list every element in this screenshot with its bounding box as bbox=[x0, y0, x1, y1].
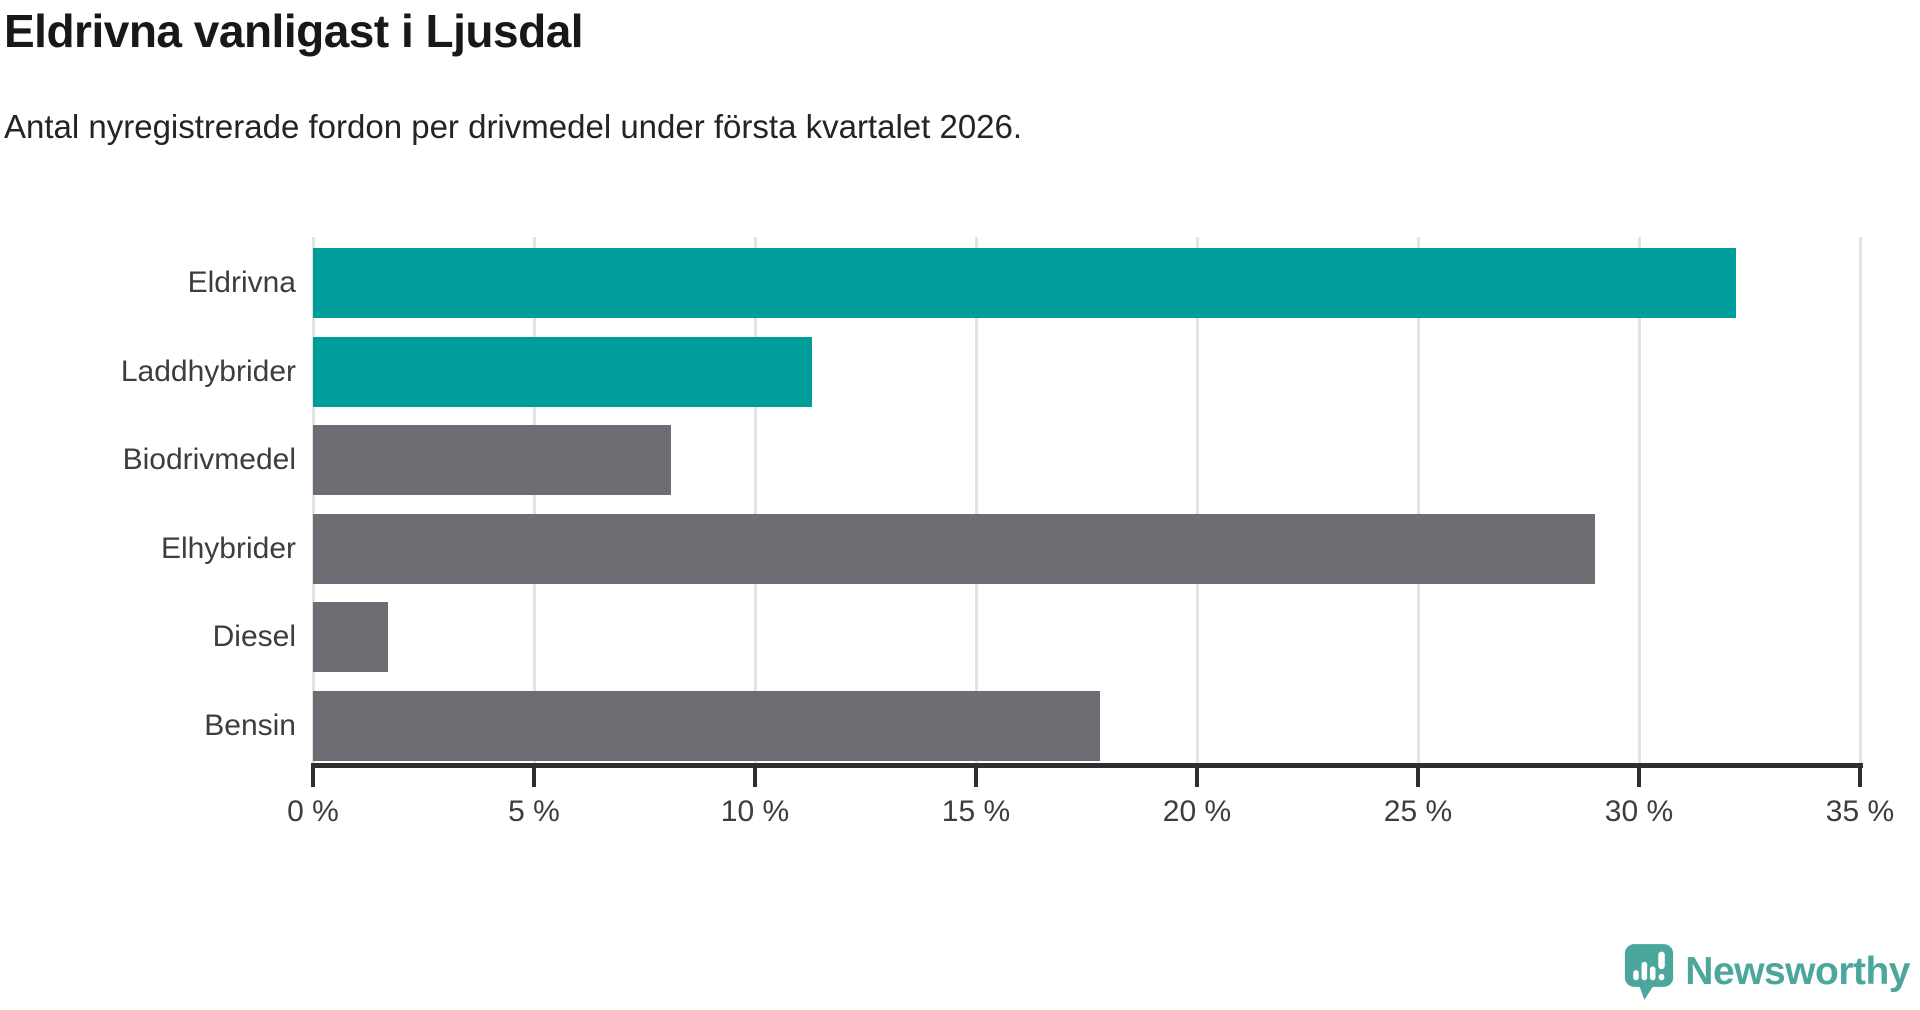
newsworthy-logo-icon bbox=[1623, 942, 1675, 1002]
category-label-biodrivmedel: Biodrivmedel bbox=[122, 443, 296, 477]
bar-diesel bbox=[313, 602, 389, 673]
x-tick bbox=[532, 763, 536, 787]
gridline bbox=[1858, 237, 1862, 763]
x-tick bbox=[1858, 763, 1862, 787]
category-label-bensin: Bensin bbox=[204, 709, 296, 742]
newsworthy-logo-text: Newsworthy bbox=[1685, 950, 1910, 993]
category-label-elhybrider: Elhybrider bbox=[160, 531, 296, 565]
gridline bbox=[1416, 237, 1420, 763]
gridline bbox=[1195, 237, 1199, 763]
newsworthy-logo: Newsworthy bbox=[1623, 942, 1910, 1002]
chart-title: Eldrivna vanligast i Ljusdal bbox=[4, 5, 584, 57]
category-label-laddhybrider: Laddhybrider bbox=[120, 354, 296, 388]
bar-eldrivna bbox=[313, 248, 1737, 318]
x-tick-label: 15 % bbox=[941, 795, 1011, 828]
bar-laddhybrider bbox=[313, 336, 813, 407]
gridline bbox=[311, 237, 315, 763]
x-tick bbox=[1416, 763, 1420, 787]
x-tick bbox=[311, 763, 315, 787]
gridline bbox=[753, 237, 757, 763]
x-tick-label: 0 % bbox=[287, 795, 339, 828]
bar-elhybrider bbox=[313, 513, 1595, 584]
x-tick bbox=[753, 763, 757, 787]
x-tick-label: 5 % bbox=[508, 795, 560, 828]
category-label-diesel: Diesel bbox=[212, 620, 296, 654]
x-tick-label: 25 % bbox=[1383, 795, 1453, 828]
x-tick bbox=[1195, 763, 1199, 787]
x-tick-label: 10 % bbox=[720, 795, 790, 828]
gridline bbox=[532, 237, 536, 763]
x-tick bbox=[1637, 763, 1641, 787]
chart-subtitle: Antal nyregistrerade fordon per drivmede… bbox=[4, 108, 1023, 145]
bar-bensin bbox=[313, 691, 1100, 761]
category-label-eldrivna: Eldrivna bbox=[187, 266, 296, 299]
x-tick-label: 20 % bbox=[1162, 795, 1232, 828]
x-axis-line bbox=[311, 763, 1863, 768]
gridline bbox=[1637, 237, 1641, 763]
bar-biodrivmedel bbox=[313, 425, 672, 496]
x-tick-label: 35 % bbox=[1825, 795, 1895, 828]
gridline bbox=[974, 237, 978, 763]
x-tick bbox=[974, 763, 978, 787]
x-tick-label: 30 % bbox=[1604, 795, 1674, 828]
